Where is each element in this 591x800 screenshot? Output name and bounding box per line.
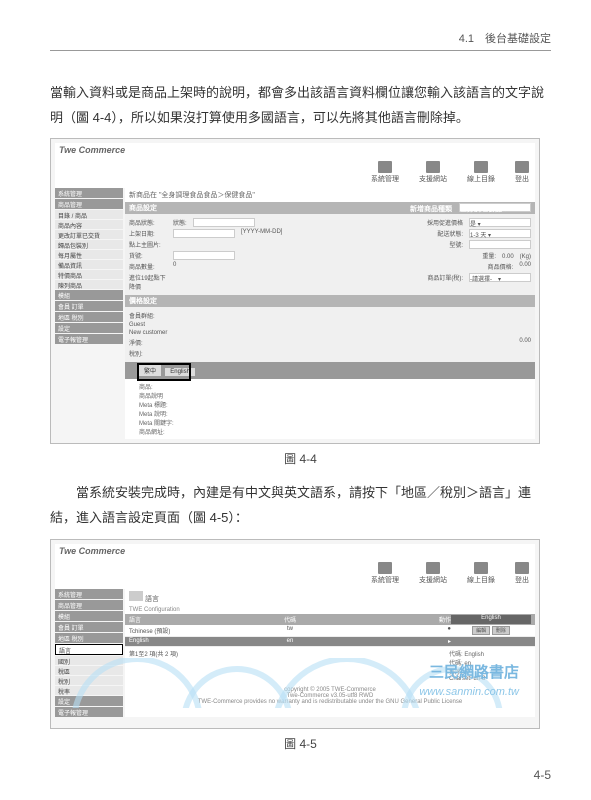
logo: Twe Commerce [59,145,125,155]
side-item[interactable]: 陳列商品 [55,280,123,289]
date-field[interactable] [173,229,235,238]
model-field[interactable] [469,240,531,249]
section-header: 4.1 後台基礎設定 [50,30,551,51]
side-head[interactable]: 設定 [55,323,123,333]
promo-select[interactable]: 是 ▾ [469,218,531,227]
side-head[interactable]: 系統管理 [55,188,123,198]
side-item[interactable]: 特價商品 [55,270,123,279]
figure-4-5: Twe Commerce 系統管理 支援網站 線上目錄 登出 系統管理 商品管理… [50,539,540,729]
status-field[interactable] [193,218,255,227]
side-head[interactable]: 會員 訂單 [55,622,123,632]
nav-support[interactable]: 支援網站 [419,161,447,184]
product-form: 商品狀態:狀態:採用促進價格是 ▾ 上架日期:[YYYY-MM-DD]配送狀態:… [125,214,535,295]
side-item[interactable]: 國別 [55,656,123,665]
caption-4-5: 圖 4-5 [50,735,551,752]
tax-select[interactable]: -請選擇- ▾ [469,273,531,282]
breadcrumb: 新商品在 "全身調理食品食品＞保健食品" [125,188,535,202]
delete-button[interactable]: 刪除 [492,626,510,635]
side-item[interactable]: 每月屬性 [55,250,123,259]
side-head[interactable]: 模組 [55,611,123,621]
nav-logout[interactable]: 登出 [515,161,529,184]
top-nav: 系統管理 支援網站 線上目錄 登出 [55,157,535,188]
ship-select[interactable]: 1-3 天 ▾ [469,229,531,238]
sidebar: 系統管理 商品管理 模組 會員 訂單 地區 稅別 語言 國別 稅區 稅別 稅率 … [55,589,123,717]
side-item-language[interactable]: 語言 [55,644,123,655]
figure-4-4: Twe Commerce 系統管理 支援網站 線上目錄 登出 系統管理 商品管理… [50,138,540,444]
price-title: 價格設定 [125,295,535,307]
table-row[interactable]: English en ▸ [125,637,535,647]
side-head[interactable]: 商品管理 [55,199,123,209]
side-head[interactable]: 模組 [55,290,123,300]
side-head[interactable]: 系統管理 [55,589,123,599]
caption-4-4: 圖 4-4 [50,450,551,467]
side-item[interactable]: 商品內容 [55,220,123,229]
side-item[interactable]: 備品資訊 [55,260,123,269]
side-head[interactable]: 電子報管理 [55,707,123,717]
side-head[interactable]: 會員 訂單 [55,301,123,311]
language-tabs: 繁中 English [125,362,535,379]
side-item[interactable]: 稅別 [55,676,123,685]
paragraph-2: 當系統安裝完成時，內建是有中文與英文語系，請按下「地區／稅別＞語言」連結，進入語… [50,481,551,530]
nav-support[interactable]: 支援網站 [419,562,447,585]
table-header: 語言 代碼 動作 English [125,614,535,625]
page-number: 4-5 [534,768,551,782]
sidebar: 系統管理 商品管理 目錄 / 商品 商品內容 更改訂單已交貨 歸品包裝別 每月屬… [55,188,123,439]
side-head[interactable]: 地區 稅別 [55,312,123,322]
side-item[interactable]: 稅區 [55,666,123,675]
side-head[interactable]: 設定 [55,696,123,706]
nav-catalog[interactable]: 線上目錄 [467,161,495,184]
nav-system[interactable]: 系統管理 [371,562,399,585]
side-head[interactable]: 商品管理 [55,600,123,610]
table-row[interactable]: Tchinese (預設) tw ● 編輯 刪除 [125,625,535,637]
side-head[interactable]: 電子報管理 [55,334,123,344]
side-item[interactable]: 歸品包裝別 [55,240,123,249]
edit-button[interactable]: 編輯 [472,626,490,635]
nav-logout[interactable]: 登出 [515,562,529,585]
top-nav: 系統管理 支援網站 線上目錄 登出 [55,558,535,589]
side-item[interactable]: 更改訂單已交貨 [55,230,123,239]
highlight-box [137,363,191,381]
nav-system[interactable]: 系統管理 [371,161,399,184]
category-select[interactable]: 全身調理食品 ▾ [459,203,531,212]
copyright: copyright © 2005 TWE-Commerce Twe-Commer… [125,684,535,708]
side-item[interactable]: 目錄 / 商品 [55,210,123,219]
paragraph-1: 當輸入資料或是商品上架時的說明，都會多出該語言資料欄位讓您輸入該語言的文字說明（… [50,81,551,130]
side-item[interactable]: 稅率 [55,686,123,695]
section-title: 商品設定 新增商品種類 全身調理食品 ▾ [125,202,535,214]
sku-field[interactable] [173,251,235,260]
nav-catalog[interactable]: 線上目錄 [467,562,495,585]
side-head[interactable]: 地區 稅別 [55,633,123,643]
logo: Twe Commerce [59,546,125,556]
